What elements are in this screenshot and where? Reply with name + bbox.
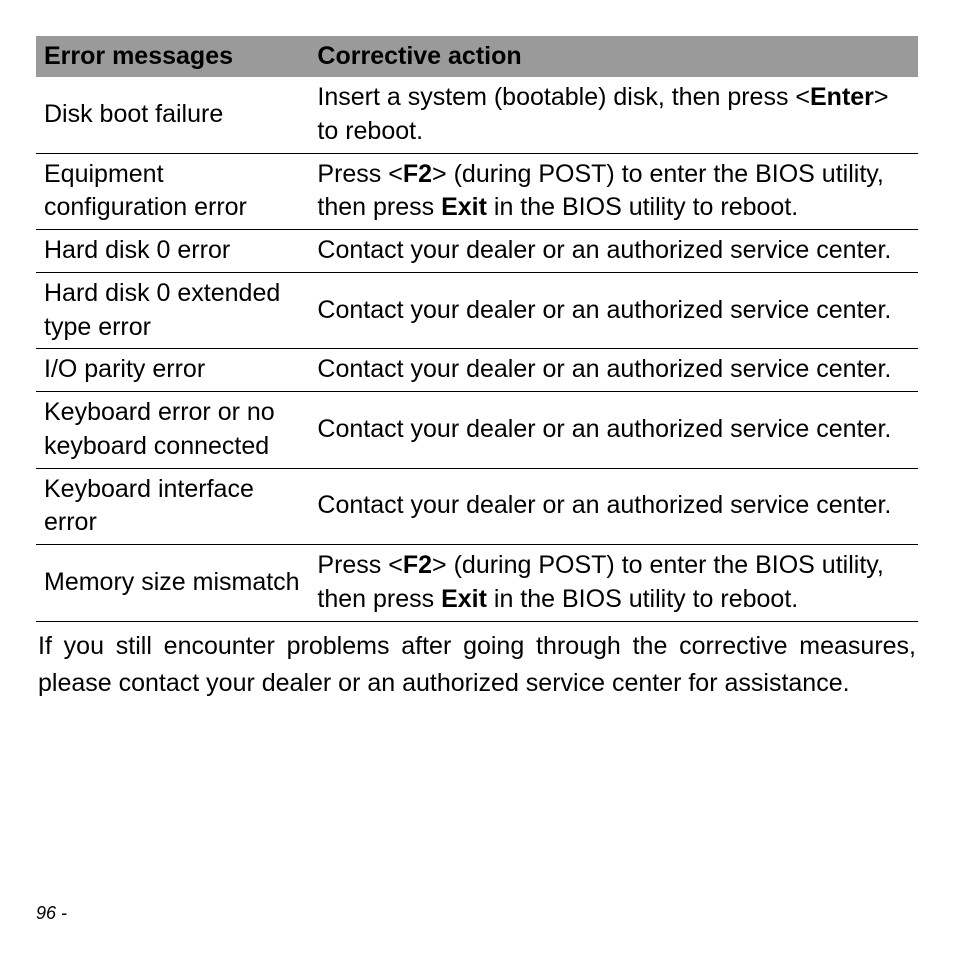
corrective-action-cell: Insert a system (bootable) disk, then pr…	[309, 77, 918, 153]
action-text-segment: Insert a system (bootable) disk, then pr…	[317, 83, 810, 111]
table-header-row: Error messages Corrective action	[36, 36, 918, 77]
action-text-segment: F2	[403, 551, 432, 579]
footnote-paragraph: If you still encounter problems after go…	[36, 628, 918, 703]
table-row: Keyboard error or no keyboard connected C…	[36, 392, 918, 469]
page: Error messages Corrective action Disk bo…	[0, 0, 954, 954]
action-text-segment: Contact your dealer or an authorized ser…	[317, 491, 891, 519]
error-message-cell: Keyboard interface error	[36, 468, 309, 545]
error-message-cell: Disk boot failure	[36, 77, 309, 153]
action-text-segment: Press <	[317, 551, 402, 579]
error-message-cell: Memory size mismatch	[36, 545, 309, 622]
action-text-segment: Press <	[317, 160, 402, 188]
table-row: I/O parity error Contact your dealer or a…	[36, 349, 918, 392]
action-text-segment: Enter	[810, 83, 874, 111]
corrective-action-cell: Contact your dealer or an authorized ser…	[309, 392, 918, 469]
error-message-cell: Keyboard error or no keyboard connected	[36, 392, 309, 469]
table-row: Disk boot failure Insert a system (bootab…	[36, 77, 918, 153]
action-text-segment: Contact your dealer or an authorized ser…	[317, 355, 891, 383]
action-text-segment: F2	[403, 160, 432, 188]
error-message-cell: I/O parity error	[36, 349, 309, 392]
action-text-segment: Exit	[441, 193, 487, 221]
header-error-messages: Error messages	[36, 36, 309, 77]
corrective-action-cell: Contact your dealer or an authorized ser…	[309, 468, 918, 545]
corrective-action-cell: Press <F2> (during POST) to enter the BI…	[309, 545, 918, 622]
corrective-action-cell: Contact your dealer or an authorized ser…	[309, 272, 918, 349]
action-text-segment: Exit	[441, 585, 487, 613]
corrective-action-cell: Press <F2> (during POST) to enter the BI…	[309, 153, 918, 230]
action-text-segment: Contact your dealer or an authorized ser…	[317, 296, 891, 324]
table-row: Hard disk 0 error Contact your dealer or …	[36, 230, 918, 273]
table-row: Keyboard interface error Contact your dea…	[36, 468, 918, 545]
table-row: Hard disk 0 extended type error Contact y…	[36, 272, 918, 349]
action-text-segment: Contact your dealer or an authorized ser…	[317, 236, 891, 264]
error-message-cell: Hard disk 0 extended type error	[36, 272, 309, 349]
action-text-segment: Contact your dealer or an authorized ser…	[317, 415, 891, 443]
error-table: Error messages Corrective action Disk bo…	[36, 36, 918, 622]
corrective-action-cell: Contact your dealer or an authorized ser…	[309, 349, 918, 392]
table-row: Equipment configuration errorPress <F2> …	[36, 153, 918, 230]
error-message-cell: Hard disk 0 error	[36, 230, 309, 273]
error-message-cell: Equipment configuration error	[36, 153, 309, 230]
action-text-segment: in the BIOS utility to reboot.	[487, 193, 798, 221]
action-text-segment: in the BIOS utility to reboot.	[487, 585, 798, 613]
page-number: 96 -	[36, 903, 67, 924]
table-row: Memory size mismatchPress <F2> (during P…	[36, 545, 918, 622]
corrective-action-cell: Contact your dealer or an authorized ser…	[309, 230, 918, 273]
header-corrective-action: Corrective action	[309, 36, 918, 77]
